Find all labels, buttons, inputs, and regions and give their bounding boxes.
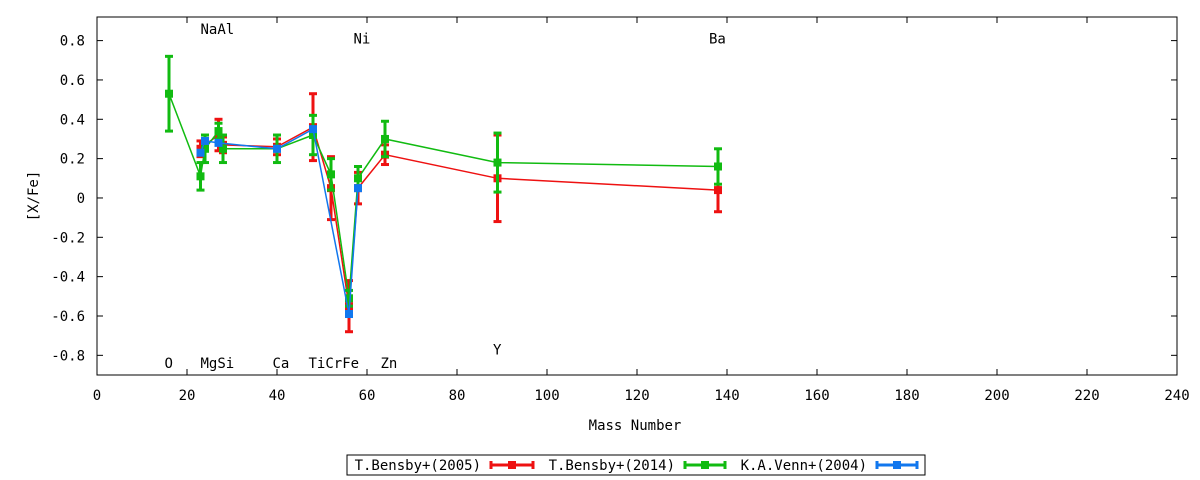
y-tick-label: 0.4 [60, 112, 85, 128]
data-point [201, 144, 209, 153]
x-tick-label: 80 [449, 388, 466, 404]
y-tick-label: 0.8 [60, 34, 85, 50]
y-tick-label: -0.2 [51, 230, 85, 246]
legend-label: K.A.Venn+(2004) [741, 458, 867, 474]
element-labels: NaAl Ni Ba O MgSi Ca TiCrFe Zn Y [165, 22, 726, 372]
data-point [354, 174, 362, 183]
data-point [345, 310, 353, 319]
x-tick-label: 120 [624, 388, 649, 404]
series-line [168, 93, 719, 299]
data-point [273, 144, 281, 153]
series-layer [165, 54, 722, 334]
x-tick-label: 20 [179, 388, 196, 404]
data-point [214, 127, 223, 136]
element-label: Ba [709, 32, 726, 48]
x-tick-label: 40 [269, 388, 286, 404]
x-tick-label: 60 [359, 388, 376, 404]
data-point [201, 136, 209, 145]
legend: T.Bensby+(2005) T.Bensby+(2014) K.A.Venn+(… [346, 454, 926, 476]
element-label: NaAl [201, 22, 235, 38]
x-tick-label: 160 [804, 388, 829, 404]
legend-swatch-marker [701, 461, 709, 469]
element-label: O [165, 356, 173, 372]
series-0 [196, 92, 722, 334]
axes: 0 20 40 60 80 100 120 140 160 180 200 220 240 -0.8 -0.… [51, 17, 1190, 404]
y-tick-label: -0.8 [51, 348, 85, 364]
x-tick-label: 180 [894, 388, 919, 404]
data-point [309, 125, 317, 134]
plot-area-frame [96, 16, 1178, 376]
y-tick-label: 0.2 [60, 152, 85, 168]
data-point [493, 158, 502, 167]
y-tick-label: -0.4 [51, 270, 85, 286]
series-2 [196, 125, 362, 319]
y-axis-label: [X/Fe] [26, 171, 42, 222]
data-point [327, 170, 335, 179]
x-tick-label: 240 [1164, 388, 1189, 404]
legend-swatch-marker [508, 461, 516, 469]
x-tick-label: 140 [714, 388, 739, 404]
y-tick-label: 0 [77, 191, 85, 207]
data-point [714, 162, 722, 171]
data-point [214, 138, 223, 147]
y-tick-label: -0.6 [51, 309, 85, 325]
series-1 [165, 54, 722, 308]
data-point [354, 184, 362, 193]
data-point [219, 144, 227, 153]
y-tick-label: 0.6 [60, 73, 85, 89]
x-axis-label: Mass Number [589, 418, 682, 434]
legend-swatch-marker [893, 461, 901, 469]
element-label: Ca [273, 356, 290, 372]
element-label: MgSi [201, 356, 235, 372]
data-point [345, 294, 353, 303]
legend-box [346, 454, 926, 476]
element-label: Y [493, 342, 502, 358]
legend-label: T.Bensby+(2005) [355, 458, 481, 474]
element-label: TiCrFe [309, 356, 360, 372]
data-point [196, 172, 205, 181]
x-tick-label: 200 [984, 388, 1009, 404]
x-tick-label: 0 [93, 388, 101, 404]
element-label: Zn [381, 356, 398, 372]
x-tick-label: 100 [534, 388, 559, 404]
data-point [714, 186, 722, 195]
data-point [165, 89, 173, 98]
data-point [309, 131, 317, 140]
data-point [196, 148, 205, 157]
element-label: Ni [354, 32, 371, 48]
x-tick-label: 220 [1074, 388, 1099, 404]
legend-label: T.Bensby+(2014) [549, 458, 675, 474]
data-point [381, 134, 389, 143]
